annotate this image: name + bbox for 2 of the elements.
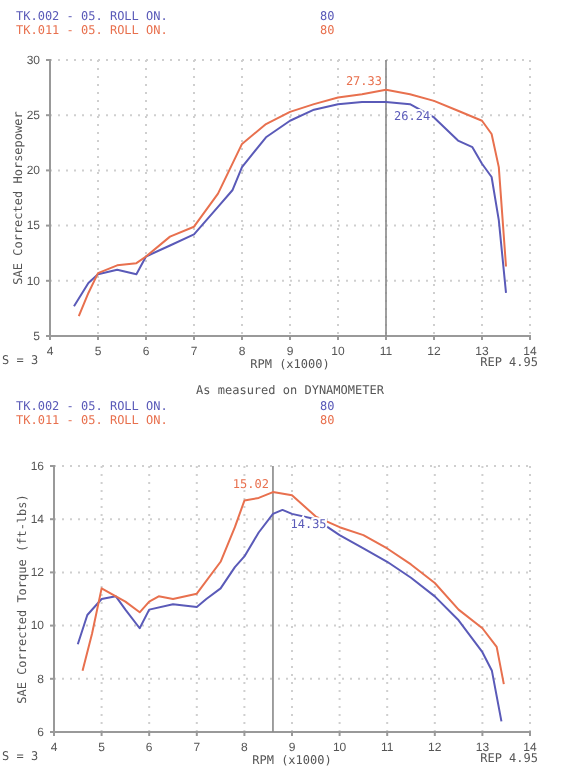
- line-series: [76, 508, 503, 723]
- line-series: [81, 491, 505, 686]
